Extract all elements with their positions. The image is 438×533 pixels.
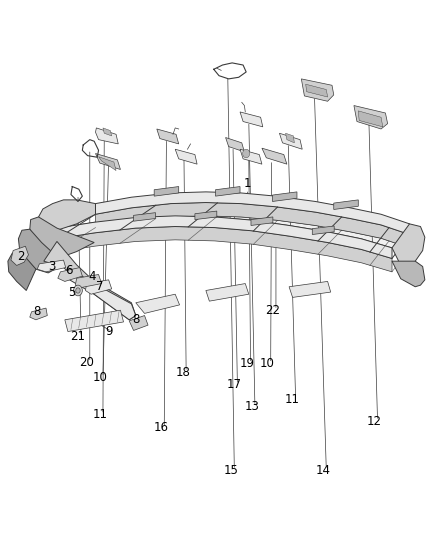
Polygon shape (85, 280, 112, 294)
Circle shape (76, 288, 80, 293)
Polygon shape (99, 157, 116, 171)
Polygon shape (251, 217, 273, 225)
Polygon shape (306, 84, 328, 97)
Text: 17: 17 (227, 378, 242, 391)
Polygon shape (103, 128, 112, 136)
Polygon shape (65, 310, 124, 332)
Text: 10: 10 (92, 371, 107, 384)
Polygon shape (154, 187, 179, 196)
Text: 8: 8 (34, 305, 41, 318)
Text: 2: 2 (17, 251, 25, 263)
Polygon shape (157, 129, 179, 144)
Text: 15: 15 (224, 464, 239, 477)
Text: 11: 11 (285, 393, 300, 406)
Polygon shape (195, 211, 217, 220)
Polygon shape (226, 138, 244, 152)
Polygon shape (262, 148, 287, 164)
Polygon shape (129, 316, 148, 330)
Polygon shape (136, 294, 180, 313)
Polygon shape (75, 274, 102, 288)
Text: 5: 5 (69, 286, 76, 298)
Text: 20: 20 (79, 356, 94, 369)
Polygon shape (312, 226, 334, 235)
Text: 10: 10 (260, 357, 275, 370)
Text: 4: 4 (88, 270, 96, 282)
Polygon shape (279, 133, 302, 149)
Polygon shape (358, 111, 383, 127)
Polygon shape (240, 112, 263, 127)
Polygon shape (44, 241, 136, 320)
Polygon shape (30, 308, 47, 320)
Polygon shape (30, 217, 94, 256)
Text: 12: 12 (367, 415, 382, 427)
Polygon shape (289, 281, 331, 297)
Polygon shape (58, 268, 82, 281)
Text: 14: 14 (316, 464, 331, 477)
Text: 11: 11 (92, 408, 107, 421)
Text: 1: 1 (244, 177, 251, 190)
Polygon shape (392, 224, 425, 268)
Polygon shape (39, 200, 95, 230)
Polygon shape (215, 187, 240, 196)
Polygon shape (206, 284, 249, 301)
Polygon shape (301, 79, 334, 101)
Polygon shape (57, 216, 410, 248)
Polygon shape (57, 216, 392, 259)
Text: 19: 19 (240, 357, 255, 370)
Polygon shape (334, 200, 358, 209)
Polygon shape (57, 227, 392, 272)
Polygon shape (37, 260, 66, 272)
Text: 3: 3 (48, 260, 55, 273)
Text: 9: 9 (105, 325, 113, 338)
Polygon shape (64, 268, 136, 320)
Text: 18: 18 (176, 366, 191, 378)
Polygon shape (95, 128, 118, 144)
Polygon shape (240, 149, 262, 164)
Polygon shape (11, 246, 28, 265)
Circle shape (74, 285, 82, 296)
Polygon shape (175, 149, 197, 164)
Circle shape (243, 149, 250, 158)
Polygon shape (95, 203, 410, 248)
Text: 6: 6 (65, 264, 73, 277)
Text: 22: 22 (265, 304, 280, 317)
Polygon shape (95, 192, 410, 235)
Polygon shape (95, 154, 120, 169)
Polygon shape (354, 106, 388, 129)
Polygon shape (8, 251, 36, 290)
Polygon shape (18, 229, 65, 273)
Text: 16: 16 (154, 421, 169, 434)
Text: 21: 21 (71, 330, 85, 343)
Polygon shape (286, 133, 294, 143)
Text: 7: 7 (96, 280, 104, 293)
Text: 8: 8 (132, 313, 139, 326)
Text: 13: 13 (244, 400, 259, 413)
Polygon shape (272, 192, 297, 201)
Polygon shape (134, 213, 155, 221)
Polygon shape (392, 261, 425, 287)
